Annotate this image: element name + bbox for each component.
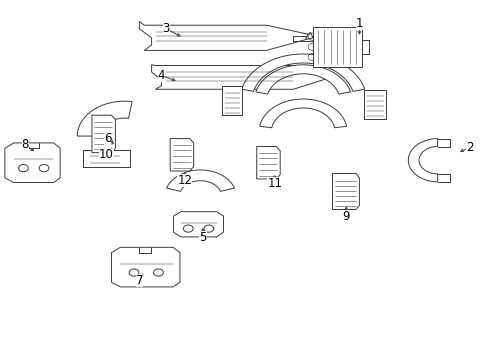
Polygon shape (77, 101, 132, 136)
Text: 8: 8 (21, 138, 29, 151)
Polygon shape (170, 139, 193, 171)
Polygon shape (259, 99, 346, 128)
Polygon shape (5, 143, 60, 183)
Text: 9: 9 (342, 210, 349, 223)
Bar (312, 27, 361, 67)
Text: 7: 7 (135, 274, 143, 287)
Text: 4: 4 (157, 69, 165, 82)
Polygon shape (332, 174, 359, 210)
Polygon shape (407, 139, 437, 182)
Polygon shape (256, 147, 280, 179)
Polygon shape (111, 247, 180, 287)
Text: 2: 2 (465, 141, 472, 154)
Polygon shape (364, 90, 386, 119)
Text: 5: 5 (199, 231, 206, 244)
Polygon shape (305, 32, 312, 40)
Circle shape (129, 269, 139, 276)
Polygon shape (241, 54, 364, 91)
Polygon shape (173, 212, 223, 237)
Text: 12: 12 (177, 174, 192, 187)
Text: 1: 1 (355, 17, 363, 30)
Polygon shape (92, 115, 115, 153)
Text: 6: 6 (103, 132, 111, 145)
Polygon shape (222, 86, 242, 115)
Polygon shape (255, 65, 350, 94)
Polygon shape (166, 170, 234, 192)
Circle shape (153, 269, 163, 276)
Circle shape (183, 225, 193, 232)
Circle shape (19, 165, 28, 172)
Text: 10: 10 (99, 148, 114, 161)
Circle shape (39, 165, 49, 172)
Text: 11: 11 (267, 177, 282, 190)
Polygon shape (139, 22, 307, 50)
Circle shape (203, 225, 213, 232)
Polygon shape (151, 65, 326, 89)
Bar (83, 150, 129, 167)
Text: 3: 3 (162, 22, 170, 35)
